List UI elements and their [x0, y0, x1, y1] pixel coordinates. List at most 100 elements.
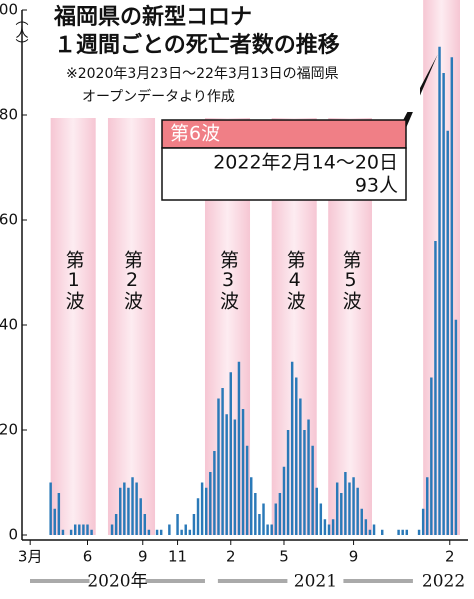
x-tick-label: 6: [83, 548, 93, 566]
note: オープンデータより作成: [82, 88, 235, 105]
bar: [119, 487, 122, 535]
bar: [188, 529, 192, 535]
bar: [61, 529, 65, 535]
y-unit: （人）: [13, 13, 29, 52]
bar: [434, 241, 437, 535]
bar: [380, 529, 384, 535]
bar: [131, 477, 134, 535]
bar: [53, 508, 56, 535]
bar: [254, 493, 257, 535]
x-tick-label: 9: [349, 548, 359, 566]
bar: [397, 529, 400, 535]
bar: [442, 73, 445, 535]
x-tick-label: 11: [168, 548, 187, 566]
bar: [49, 482, 52, 535]
bar: [426, 477, 429, 535]
wave-band: [107, 118, 156, 535]
bar: [180, 529, 183, 535]
bar: [209, 472, 212, 535]
bar: [295, 377, 298, 535]
bar: [200, 482, 204, 535]
bar: [86, 524, 89, 535]
bar: [241, 409, 245, 535]
wave-label: 第5波: [340, 250, 362, 310]
wave-band: [423, 0, 460, 535]
bar: [204, 487, 208, 535]
bar: [159, 529, 163, 535]
year-label-bg: [287, 571, 344, 591]
bar: [450, 57, 454, 535]
y-tick-label: 20: [0, 421, 18, 439]
bar: [307, 419, 310, 535]
y-tick-label: 80: [0, 106, 18, 124]
bar: [348, 482, 351, 535]
wave-band: [50, 118, 96, 535]
x-tick-label: 5: [279, 548, 289, 566]
chart-title: １週間ごとの死亡者数の推移: [54, 32, 340, 58]
year-label: 2021: [294, 572, 337, 592]
callout-value: 93人: [355, 175, 398, 197]
bar: [340, 493, 343, 535]
x-tick-label: 3月: [18, 548, 43, 566]
bar: [286, 430, 290, 535]
year-label-bg: [89, 571, 146, 591]
y-tick-label: 60: [0, 211, 18, 229]
bar: [262, 503, 265, 535]
bar: [290, 361, 294, 535]
callout-head: [161, 119, 407, 149]
callout-date: 2022年2月14～20日: [213, 152, 398, 174]
y-tick-label: 100: [0, 1, 18, 19]
bar: [352, 477, 355, 535]
chart-title: 福岡県の新型コロナ: [53, 4, 252, 30]
year-label-bg: [415, 571, 472, 591]
bar: [73, 524, 77, 535]
wave-label: 第1波: [63, 250, 85, 310]
note: ※2020年3月23日～22年3月13日の福岡県: [66, 66, 339, 82]
bar: [245, 445, 249, 535]
bar: [225, 414, 228, 535]
bar: [438, 46, 441, 535]
wave-label: 第4波: [284, 250, 306, 310]
bar: [217, 398, 220, 535]
bar: [335, 482, 339, 535]
bar: [192, 514, 196, 535]
bar: [155, 529, 159, 535]
bar: [270, 524, 273, 535]
wave-label: 第2波: [121, 250, 143, 310]
bar: [143, 514, 147, 535]
bar: [139, 498, 142, 535]
bar: [127, 487, 130, 535]
bar: [299, 398, 302, 535]
bar: [430, 377, 433, 535]
bar: [147, 529, 151, 535]
bar: [82, 524, 85, 535]
wave-label: 第3波: [217, 250, 239, 310]
bar: [372, 524, 376, 535]
bar: [168, 524, 171, 535]
bar: [221, 388, 224, 535]
bar: [278, 493, 282, 535]
bar: [184, 524, 187, 535]
callout-body: [161, 147, 407, 201]
year-label: 2020年: [87, 572, 147, 592]
bar: [417, 529, 421, 535]
bar: [78, 524, 81, 535]
bar: [90, 529, 93, 535]
bar: [57, 493, 61, 535]
bar: [250, 477, 253, 535]
bar: [123, 482, 126, 535]
bar: [364, 519, 368, 535]
year-label: 2022: [422, 572, 465, 592]
bar: [274, 503, 278, 535]
bar: [327, 524, 331, 535]
bar: [196, 498, 200, 535]
bar: [401, 529, 404, 535]
bar: [356, 487, 359, 535]
bar: [315, 487, 318, 535]
bar: [368, 529, 372, 535]
bar: [311, 445, 314, 535]
bar: [323, 519, 327, 535]
x-tick-label: 9: [138, 548, 148, 566]
y-tick-label: 40: [0, 316, 18, 334]
